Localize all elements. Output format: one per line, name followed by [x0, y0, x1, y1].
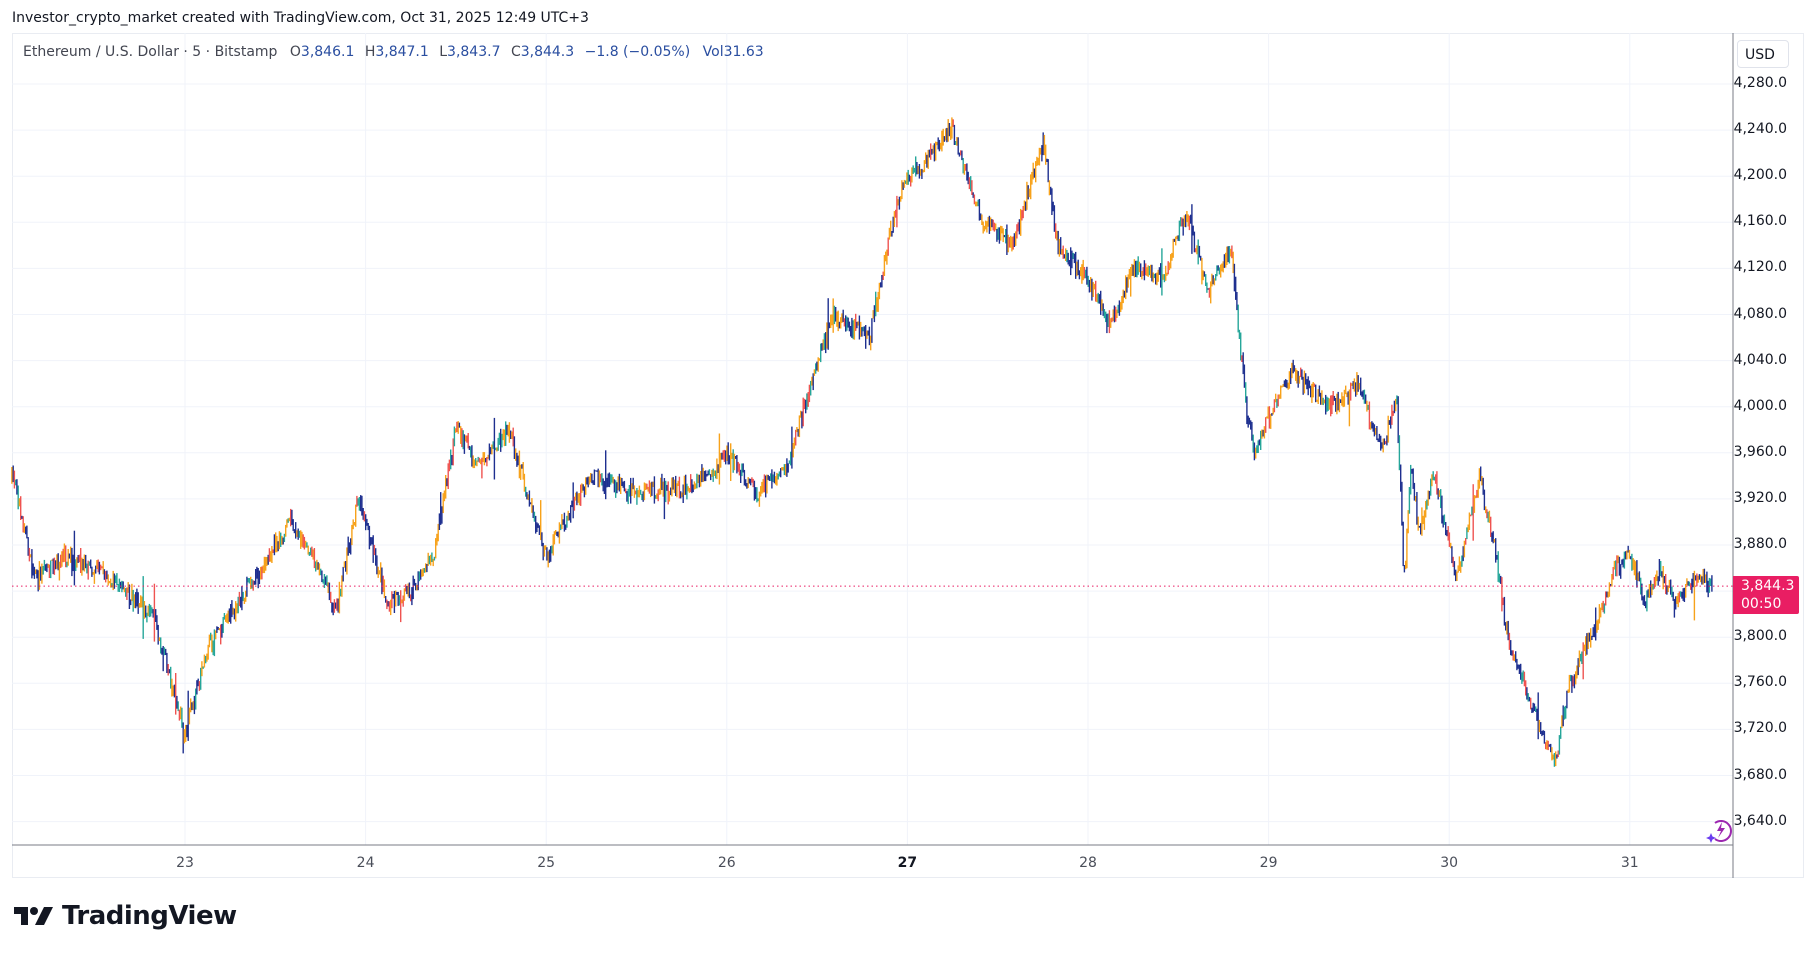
tradingview-logo-text: TradingView [62, 901, 237, 931]
time-tick-label: 24 [356, 855, 375, 871]
chart-caption: Investor_crypto_market created with Trad… [12, 10, 589, 26]
symbol-name[interactable]: Ethereum / U.S. Dollar · 5 · Bitstamp [23, 44, 278, 60]
price-tick-label: 4,200.0 [1733, 167, 1787, 184]
tradingview-logo-icon [14, 907, 53, 925]
currency-button[interactable]: USD [1737, 40, 1789, 68]
change-value: −1.8 (−0.05%) [584, 44, 691, 60]
price-tick-label: 3,960.0 [1733, 443, 1787, 460]
price-tick-label: 4,280.0 [1733, 75, 1787, 91]
high-value: 3,847.1 [375, 44, 429, 60]
open-label: O [289, 44, 301, 60]
high-label: H [364, 44, 376, 60]
price-tick-label: 4,120.0 [1733, 259, 1787, 276]
price-tick-label: 3,640.0 [1733, 812, 1787, 829]
time-tick-label: 25 [537, 855, 556, 871]
price-tick-label: 4,240.0 [1733, 121, 1787, 138]
tradingview-logo[interactable]: TradingView [14, 901, 237, 931]
time-tick-label: 23 [176, 855, 194, 871]
volume-label: Vol [702, 44, 724, 60]
chart-frame [12, 33, 1804, 878]
time-tick-label: 26 [717, 855, 736, 871]
bar-countdown: 00:50 [1741, 596, 1782, 612]
ai-assistant-icon[interactable] [1705, 815, 1735, 845]
low-value: 3,843.7 [447, 44, 501, 60]
close-label: C [510, 44, 521, 60]
price-tick-label: 3,720.0 [1733, 720, 1787, 737]
low-label: L [439, 44, 448, 60]
price-tick-label: 3,680.0 [1733, 766, 1787, 783]
time-tick-label: 28 [1079, 855, 1097, 871]
current-price-tag: 3,844.3 00:50 [1733, 576, 1799, 614]
symbol-legend: Ethereum / U.S. Dollar · 5 · Bitstamp O3… [23, 44, 764, 60]
price-tick-label: 4,080.0 [1733, 305, 1787, 322]
volume-value: 31.63 [723, 44, 764, 60]
price-tick-label: 3,760.0 [1733, 674, 1787, 691]
close-value: 3,844.3 [520, 44, 575, 60]
time-tick-label: 30 [1440, 855, 1459, 871]
price-tick-label: 3,800.0 [1733, 628, 1787, 645]
time-tick-label: 29 [1259, 855, 1278, 871]
time-tick-label: 31 [1620, 855, 1639, 871]
price-tick-label: 3,880.0 [1733, 536, 1787, 552]
price-tick-label: 4,000.0 [1733, 397, 1787, 414]
price-tick-label: 4,160.0 [1733, 213, 1787, 230]
price-tick-label: 4,040.0 [1733, 351, 1787, 368]
current-price-value: 3,844.3 [1741, 578, 1795, 594]
open-value: 3,846.1 [300, 44, 355, 60]
time-tick-label: 27 [897, 855, 918, 871]
price-tick-label: 3,920.0 [1733, 489, 1787, 506]
